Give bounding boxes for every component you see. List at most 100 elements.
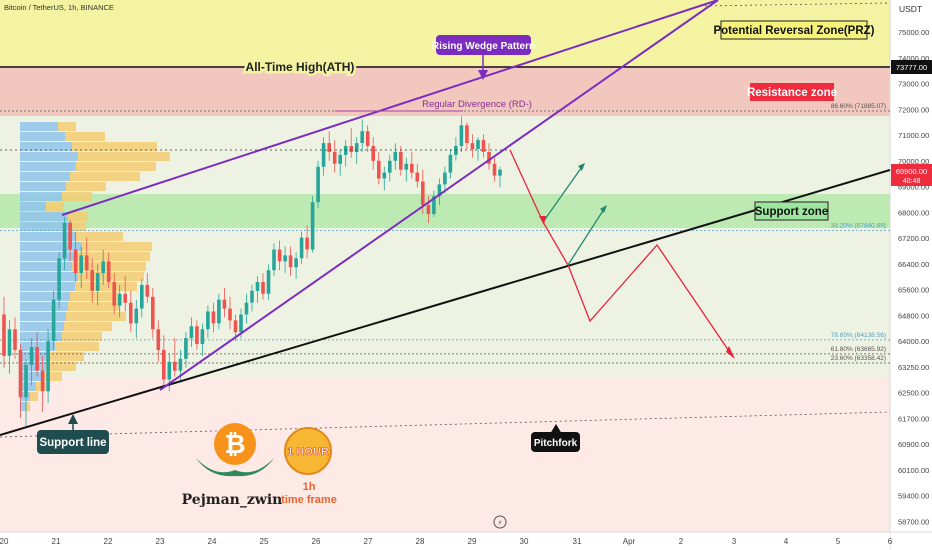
candle-body: [443, 172, 447, 185]
time-tick-label: 27: [364, 537, 373, 546]
volume-profile-bar: [20, 382, 36, 391]
price-tick-label: 69000.00: [898, 183, 929, 192]
candle-body: [404, 163, 409, 170]
support-line-callout[interactable]: [37, 430, 109, 454]
volume-profile-bar: [46, 202, 64, 211]
time-tick-label: 31: [573, 537, 582, 546]
volume-profile-bar: [20, 262, 72, 271]
candle-body: [7, 329, 12, 356]
fib-levels: 86.60% (71885.07) 38.20% (67840.69) 78.60%…: [0, 103, 890, 364]
candle-body: [354, 143, 359, 152]
prz-label: Potential Reversal Zone(PRZ): [713, 25, 874, 37]
candle-body: [476, 140, 480, 149]
volume-profile-bar: [20, 342, 55, 351]
candle-body: [288, 255, 293, 268]
price-tick-label: 68000.00: [898, 208, 929, 217]
candle-body: [84, 255, 89, 271]
replay-icon[interactable]: [493, 515, 507, 529]
candle-body: [200, 329, 205, 345]
candle-body: [239, 314, 243, 333]
candle-body: [454, 146, 458, 155]
candle-body: [393, 151, 398, 161]
current-price-label: 69900.00: [896, 167, 927, 176]
candle-body: [266, 270, 271, 294]
price-axis-ticks: 75000.00 74000.00 73000.00 72000.00 71000.00…: [898, 28, 929, 526]
time-tick-label: 30: [520, 537, 529, 546]
prz-label-box[interactable]: [720, 20, 868, 40]
candle-body: [277, 249, 282, 262]
candle-body: [112, 282, 116, 306]
candle-body: [498, 169, 502, 176]
price-axis-panel[interactable]: [890, 0, 932, 550]
candle-body: [371, 146, 375, 161]
time-tick-label: 29: [468, 537, 477, 546]
price-tick-label: 63250.00: [898, 363, 929, 372]
time-axis-panel[interactable]: [0, 532, 890, 550]
volume-profile-bar: [20, 272, 78, 281]
candle-body: [377, 160, 381, 179]
candle-body: [250, 290, 254, 303]
candle-body: [57, 258, 61, 300]
volume-profile-bar: [78, 252, 150, 261]
candle-body: [481, 140, 486, 152]
volume-profile-bar: [78, 152, 170, 161]
candle-body: [487, 151, 491, 164]
candle-body: [399, 151, 403, 170]
divergence-label: Regular Divergence (RD-): [422, 99, 532, 110]
support-zone-label-box[interactable]: [754, 201, 829, 221]
candle-body: [272, 249, 276, 271]
hour-badge-label: 1 HOUR: [287, 446, 329, 458]
candle-body: [46, 341, 50, 392]
fib-level-label: 78.60% (64138.56): [831, 332, 886, 339]
candle-body: [470, 143, 475, 149]
price-tick-label: 60100.00: [898, 466, 929, 475]
candle-body: [167, 361, 172, 380]
candle-body: [156, 329, 161, 350]
support-zone-label: Support zone: [755, 206, 828, 218]
resistance-label: Resistance zone: [747, 87, 837, 99]
fib-level-label: 23.60% (63358.42): [831, 355, 886, 362]
volume-profile-bar: [48, 352, 84, 361]
volume-profile-bar: [20, 212, 68, 221]
candle-body: [18, 349, 23, 398]
rising-wedge-callout[interactable]: [436, 35, 531, 55]
pitchfork-pointer-head: [550, 424, 562, 434]
volume-profile-bar: [70, 172, 140, 181]
pitchfork-lower-line: [0, 411, 891, 438]
candle-body: [299, 237, 304, 259]
candle-body: [95, 273, 100, 291]
volume-profile-bar: [58, 122, 76, 131]
volume-profile-bar: [42, 372, 62, 381]
time-tick-label: 6: [888, 537, 893, 546]
volume-profile-bar: [20, 322, 64, 331]
projection-bearish-arrowhead: [726, 346, 735, 359]
pitchfork-callout[interactable]: [531, 432, 580, 452]
bitcoin-logo-icon: [214, 423, 256, 465]
wedge-lower-line: [159, 0, 719, 391]
candle-body: [106, 261, 111, 282]
resistance-label-box[interactable]: [750, 83, 834, 101]
support-zone: [0, 194, 890, 228]
current-price-tag: [891, 164, 932, 186]
volume-profile-bar: [62, 192, 92, 201]
volume-profile-bar: [75, 282, 137, 291]
support-line-pointer-head: [68, 414, 78, 424]
volume-profile-bar: [30, 392, 38, 401]
volume-profile-bar: [20, 242, 82, 251]
candle-body: [459, 125, 464, 146]
volume-profile-bar: [78, 272, 144, 281]
candle-body: [40, 370, 45, 392]
candle-body: [117, 293, 122, 306]
candle-body: [79, 255, 83, 274]
fib-level-label: 38.20% (67840.69): [831, 223, 886, 230]
time-tick-label: 3: [732, 537, 737, 546]
candle-body: [73, 249, 78, 274]
candle-body: [365, 131, 370, 146]
volume-profile-bar: [20, 122, 58, 131]
candle-body: [62, 222, 67, 259]
candle-body: [349, 146, 353, 152]
candle-body: [448, 154, 453, 173]
volume-profile-bar: [20, 132, 65, 141]
candle-body: [382, 172, 387, 179]
